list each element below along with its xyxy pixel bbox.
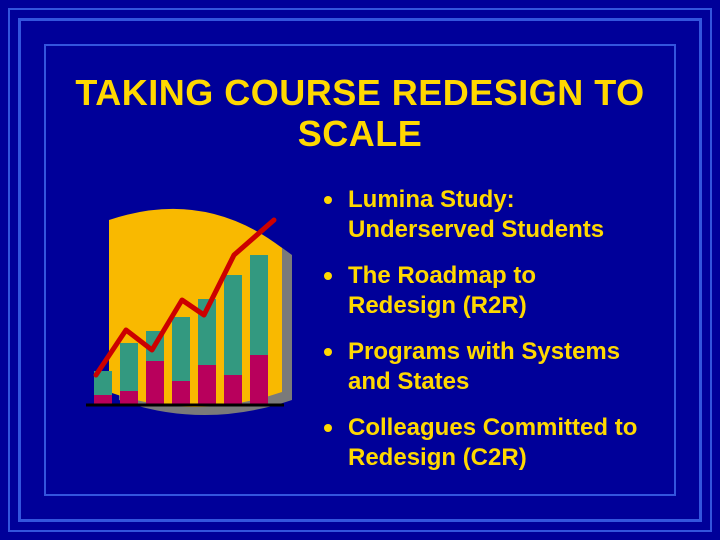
bar-bottom [120, 391, 138, 405]
bar-top [224, 275, 242, 375]
slide-title: TAKING COURSE REDESIGN TO SCALE [74, 72, 646, 155]
bar-top [250, 255, 268, 355]
bullet-item: Programs with Systems and States [324, 337, 646, 397]
bullet-item: Lumina Study: Underserved Students [324, 185, 646, 245]
chart-clipart [74, 200, 304, 440]
bar-top [120, 343, 138, 391]
bar-bottom [146, 361, 164, 405]
bar-bottom [172, 381, 190, 405]
bar-bottom [198, 365, 216, 405]
bullet-list: Lumina Study: Underserved Students The Ro… [324, 185, 646, 489]
bar-bottom [250, 355, 268, 405]
bullet-item: Colleagues Committed to Redesign (C2R) [324, 413, 646, 473]
bar-bottom [224, 375, 242, 405]
bullet-item: The Roadmap to Redesign (R2R) [324, 261, 646, 321]
slide-content: TAKING COURSE REDESIGN TO SCALE Lumina S… [44, 44, 676, 496]
bar-top [172, 317, 190, 381]
body-row: Lumina Study: Underserved Students The Ro… [74, 185, 646, 489]
